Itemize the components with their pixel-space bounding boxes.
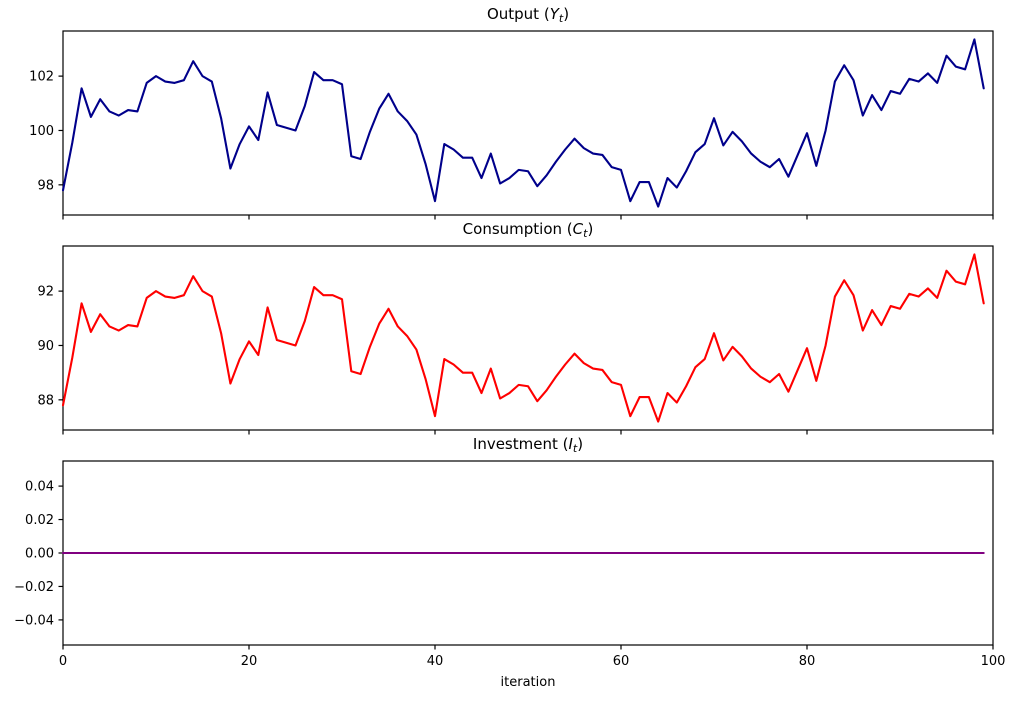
y-tick-label: 98 [37,178,54,193]
x-tick-label: 100 [981,654,1006,669]
title-var: C [572,220,584,238]
subplot-consumption-title: Consumption (Ct) [63,219,993,240]
y-tick-label: 92 [37,285,54,300]
y-tick-label: 88 [37,393,54,408]
title-subscript: t [572,442,578,455]
title-text: ) [563,5,570,23]
y-tick-label: 0.04 [25,480,54,495]
x-tick-label: 20 [241,654,258,669]
x-tick-label: 60 [613,654,630,669]
title-text: ) [577,435,584,453]
y-tick-label: −0.02 [14,580,54,595]
y-tick-label: 0.00 [25,547,54,562]
x-tick-label: 80 [799,654,816,669]
title-text: Investment ( [472,435,569,453]
y-tick-label: 102 [29,70,54,85]
subplot-output-title: Output (Yt) [63,4,993,25]
y-tick-label: 100 [29,124,54,139]
title-text: ) [587,220,594,238]
title-text: Output ( [486,5,550,23]
plot-spines [62,245,994,431]
title-text: Consumption ( [462,220,573,238]
subplot-axes-2: 88 90 92 [37,245,994,435]
x-tick-label: 40 [427,654,444,669]
x-tick-label: 0 [59,654,67,669]
title-var: Y [549,5,559,23]
x-axis-label: iteration [500,675,556,690]
y-tick-label: −0.04 [14,613,54,628]
title-var: I [568,435,573,453]
y-tick-label: 90 [37,339,54,354]
consumption-line [61,253,985,423]
title-subscript: t [558,12,564,25]
title-subscript: t [583,227,588,240]
y-tick-label: 0.02 [25,513,54,528]
subplot-investment-title: Investment (It) [63,434,993,455]
subplot-axes-1: 98 100 102 [29,30,994,220]
plot-spines [62,30,994,216]
output-line [61,38,985,208]
subplot-axes-3: −0.04 −0.02 0.00 0.02 0.04 0 20 40 60 80 100 [14,460,1006,669]
